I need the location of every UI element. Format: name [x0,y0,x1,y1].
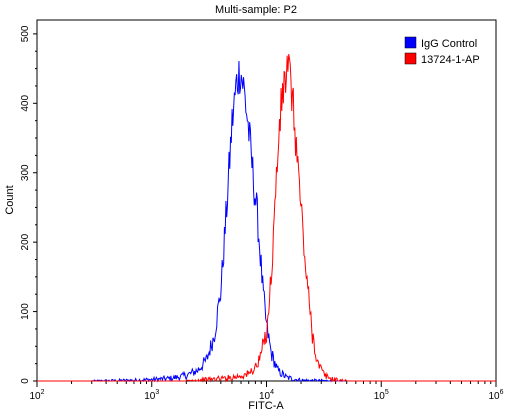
legend-label-igg-control: IgG Control [421,38,477,50]
y-axis-label: Count [4,185,16,214]
series-line-13724-1-ap [37,54,496,383]
x-tick-label: 105 [374,389,389,402]
x-axis-ticks: 102 103 104 105 106 [29,381,504,402]
y-tick-label: 0 [20,378,31,384]
x-tick-label: 104 [259,389,274,402]
legend-swatch-13724-1-ap [404,52,417,65]
plot-frame [36,19,497,382]
legend-swatch-igg-control [404,36,417,49]
chart-title: Multi-sample: P2 [215,4,297,16]
y-tick-label: 100 [20,303,31,320]
x-tick-label: 106 [488,389,503,402]
y-tick-label: 500 [20,25,31,42]
x-tick-label: 103 [144,389,159,402]
x-tick-label: 102 [29,389,44,402]
y-axis-ticks: 0 100 200 300 400 500 [20,25,37,384]
series-lines [37,54,496,383]
y-tick-label: 400 [20,95,31,112]
legend-label-13724-1-ap: 13724-1-AP [421,54,480,66]
y-tick-label: 300 [20,164,31,181]
x-axis-label: FITC-A [248,400,284,412]
legend: IgG Control 13724-1-AP [404,36,480,66]
y-tick-label: 200 [20,233,31,250]
